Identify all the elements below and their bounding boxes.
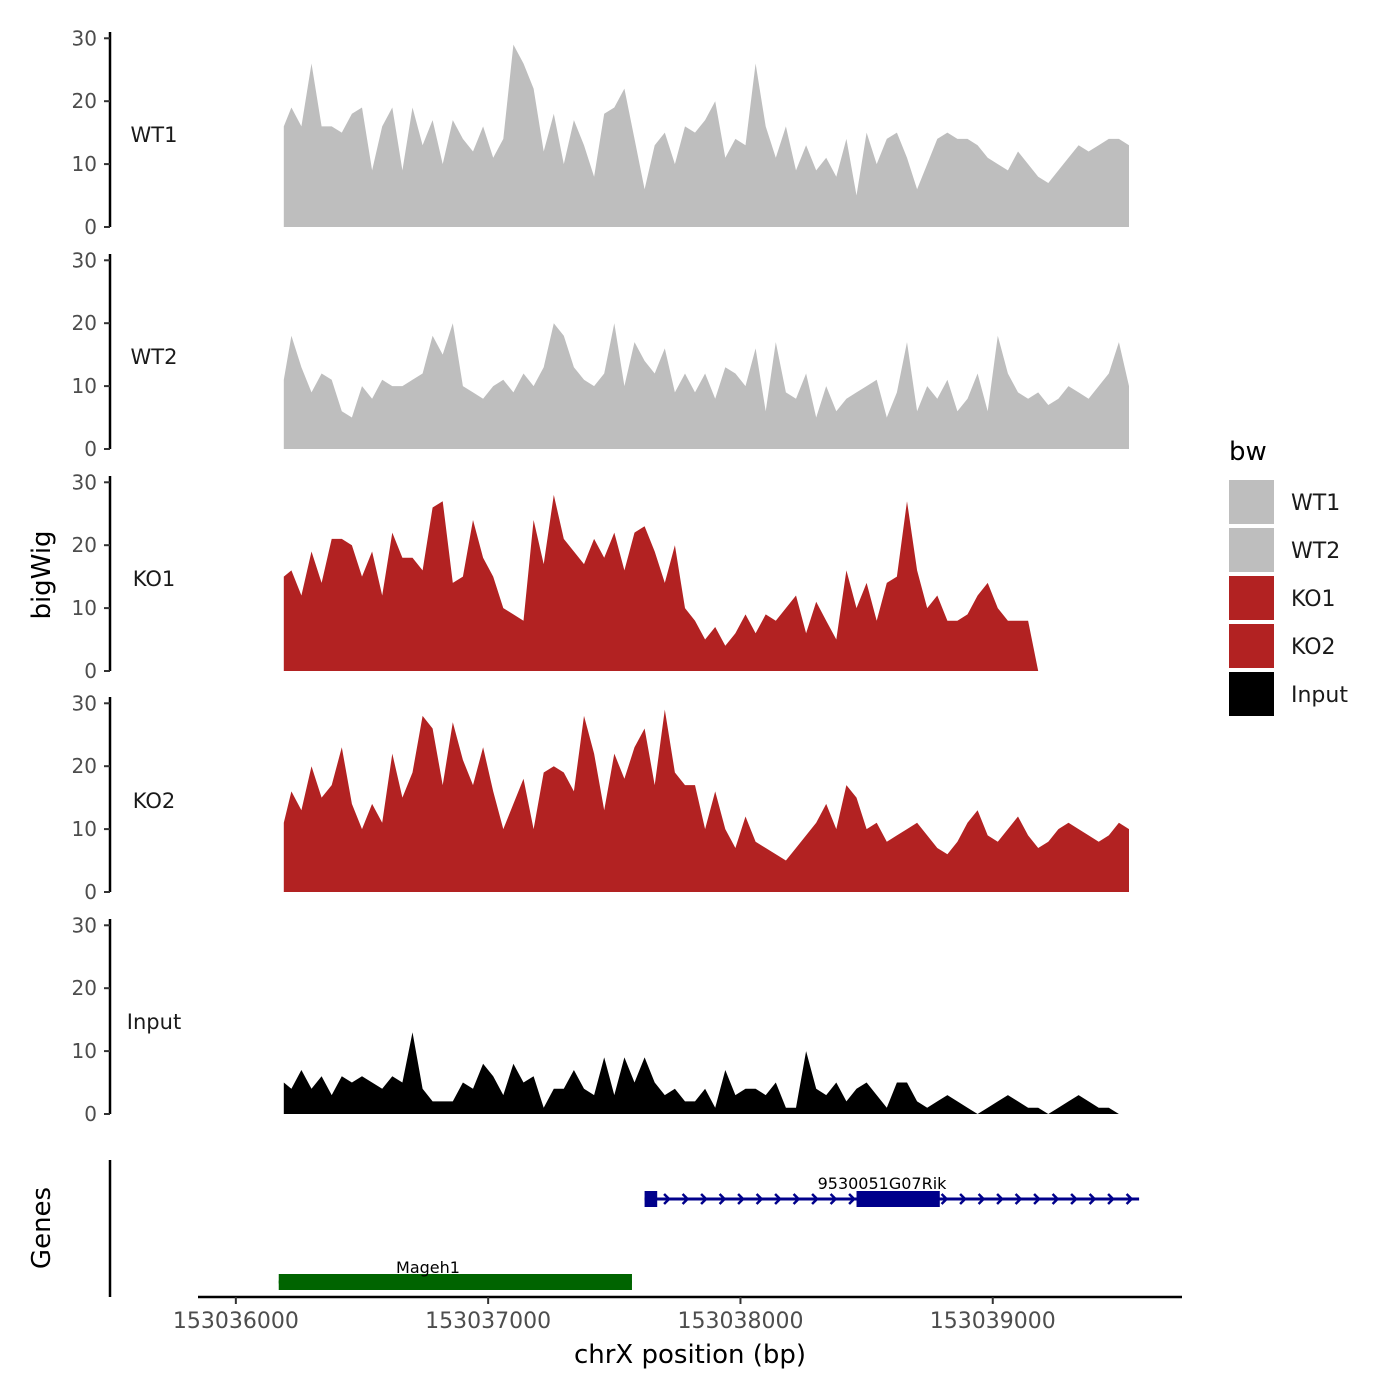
strand-arrow <box>755 1193 764 1205</box>
coverage-area-input <box>283 1032 1129 1114</box>
track-ko2: 0 10 20 30 <box>72 691 1129 904</box>
y-tick-label: 10 <box>72 152 97 176</box>
legend-key-ko1 <box>1229 576 1274 620</box>
gene-exon <box>278 1274 632 1290</box>
gene-exon <box>856 1191 940 1207</box>
y-tick-label: 10 <box>72 596 97 620</box>
y-tick-label: 0 <box>84 437 97 461</box>
strand-arrow <box>737 1193 745 1205</box>
strand-arrow <box>774 1193 782 1205</box>
x-tick-label: 153038000 <box>677 1309 803 1334</box>
y-tick-label: 10 <box>72 374 97 398</box>
gene-label-9530051g07rik: 9530051G07Rik <box>818 1174 948 1193</box>
legend-label-input: Input <box>1291 683 1348 708</box>
strand-arrow <box>829 1193 838 1205</box>
strand-arrow <box>792 1193 801 1205</box>
strand-arrow <box>663 1193 671 1205</box>
legend-label-wt2: WT2 <box>1291 539 1340 564</box>
x-tick-label: 153039000 <box>930 1309 1056 1334</box>
strand-arrow <box>959 1193 967 1205</box>
track-label-wt2: WT2 <box>131 345 178 369</box>
strand-arrow <box>1070 1193 1078 1205</box>
track-label-ko2: KO2 <box>133 789 176 813</box>
legend-key-ko2 <box>1229 624 1274 668</box>
strand-arrow <box>977 1193 986 1205</box>
strand-arrow <box>1051 1193 1060 1205</box>
legend: bw WT1 WT2 KO1 KO2 Input <box>1229 437 1348 716</box>
legend-label-ko2: KO2 <box>1291 635 1336 660</box>
y-tick-label: 20 <box>72 533 97 557</box>
strand-arrow <box>718 1193 727 1205</box>
y-tick-label: 0 <box>84 215 97 239</box>
strand-arrow <box>811 1193 819 1205</box>
y-tick-label: 0 <box>84 659 97 683</box>
y-tick-label: 20 <box>72 976 97 1000</box>
y-tick-label: 30 <box>72 248 97 272</box>
y-tick-label: 10 <box>72 817 97 841</box>
y-axis-title: bigWig <box>27 530 57 619</box>
y-tick-label: 20 <box>72 311 97 335</box>
y-tick-label: 20 <box>72 89 97 113</box>
x-axis-ticks <box>234 1297 994 1304</box>
y-tick-label: 30 <box>72 691 97 715</box>
tracks: 0 10 20 30 0 10 20 30 0 10 20 30 0 10 20 30 0 10 20 30 <box>72 26 1129 1126</box>
strand-arrow <box>940 1193 949 1205</box>
strand-arrow <box>1014 1193 1023 1205</box>
coverage-area-ko1 <box>283 494 1129 671</box>
legend-key-wt2 <box>1229 528 1274 572</box>
y-tick-label: 30 <box>72 470 97 494</box>
genes-axis-title: Genes <box>27 1187 57 1269</box>
strand-arrow <box>1107 1193 1115 1205</box>
coverage-area-wt2 <box>283 323 1129 449</box>
strand-arrow <box>1088 1193 1097 1205</box>
track-wt1: 0 10 20 30 <box>72 26 1129 239</box>
track-label-wt1: WT1 <box>131 123 178 147</box>
legend-key-input <box>1229 672 1274 716</box>
gene-9530051g07rik <box>644 1191 1140 1207</box>
y-tick-label: 0 <box>84 880 97 904</box>
gene-exon <box>644 1191 658 1207</box>
track-wt2: 0 10 20 30 <box>72 248 1129 461</box>
gene-mageh1 <box>278 1274 632 1290</box>
strand-arrow <box>848 1193 856 1205</box>
coverage-area-ko2 <box>283 709 1129 892</box>
strand-arrow <box>1125 1193 1134 1205</box>
x-tick-label: 153036000 <box>173 1309 299 1334</box>
track-input: 0 10 20 30 <box>72 913 1129 1126</box>
y-tick-label: 0 <box>84 1102 97 1126</box>
strand-arrow <box>996 1193 1004 1205</box>
gene-label-mageh1: Mageh1 <box>396 1258 460 1277</box>
legend-label-wt1: WT1 <box>1291 491 1340 516</box>
strand-arrow <box>681 1193 690 1205</box>
track-label-input: Input <box>127 1010 181 1034</box>
legend-key-wt1 <box>1229 480 1274 524</box>
legend-label-ko1: KO1 <box>1291 587 1336 612</box>
coverage-area-wt1 <box>283 44 1129 227</box>
track-ko1: 0 10 20 30 <box>72 470 1129 683</box>
strand-arrow <box>700 1193 708 1205</box>
x-tick-label: 153037000 <box>425 1309 551 1334</box>
y-tick-label: 30 <box>72 913 97 937</box>
y-tick-label: 10 <box>72 1039 97 1063</box>
genes-track <box>278 1191 1140 1290</box>
y-tick-label: 30 <box>72 26 97 50</box>
legend-title: bw <box>1229 437 1267 467</box>
strand-arrow <box>1033 1193 1041 1205</box>
track-label-ko1: KO1 <box>133 567 176 591</box>
x-axis-title: chrX position (bp) <box>574 1340 806 1370</box>
y-tick-label: 20 <box>72 754 97 778</box>
